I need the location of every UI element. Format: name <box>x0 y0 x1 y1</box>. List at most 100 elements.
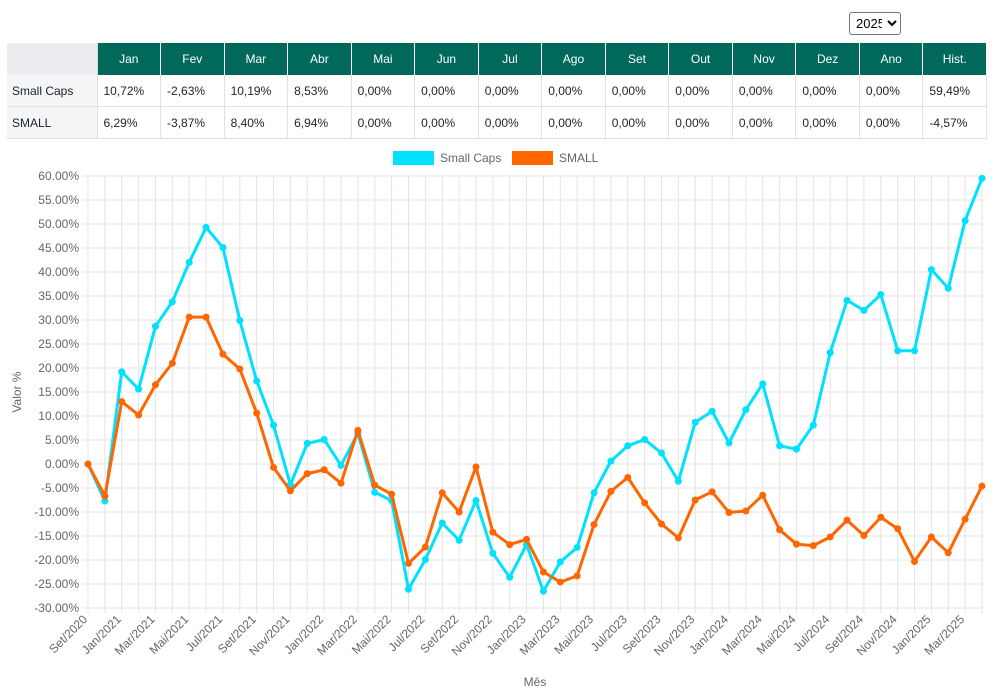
column-header-jan: Jan <box>97 43 162 75</box>
data-point <box>759 380 767 388</box>
data-point <box>84 460 92 468</box>
legend-swatch <box>393 151 434 165</box>
y-tick-label: -5.00% <box>41 481 79 495</box>
column-header-jul: Jul <box>478 43 543 75</box>
data-point <box>151 322 159 330</box>
data-point <box>911 557 919 565</box>
data-point <box>877 291 885 299</box>
data-point <box>270 463 278 471</box>
data-point <box>371 481 379 489</box>
y-tick-label: 35.00% <box>38 289 79 303</box>
table-cell: 8,53% <box>287 75 352 107</box>
data-point <box>253 409 261 417</box>
data-point <box>303 439 311 447</box>
data-point <box>472 496 480 504</box>
data-point <box>894 347 902 355</box>
data-point <box>219 350 227 358</box>
table-cell: 0,00% <box>541 75 606 107</box>
data-point <box>776 526 784 534</box>
data-point <box>607 457 615 465</box>
y-tick-label: 50.00% <box>38 217 79 231</box>
table-cell: 10,72% <box>97 75 162 107</box>
y-tick-label: -15.00% <box>34 529 79 543</box>
y-tick-label: 20.00% <box>38 361 79 375</box>
y-tick-label: -20.00% <box>34 553 79 567</box>
data-point <box>573 544 581 552</box>
data-point <box>219 244 227 252</box>
data-point <box>168 359 176 367</box>
y-tick-label: 55.00% <box>38 193 79 207</box>
data-point <box>286 487 294 495</box>
data-point <box>506 573 514 581</box>
data-point <box>759 491 767 499</box>
data-point <box>809 542 817 550</box>
table-cell: 0,00% <box>795 106 860 139</box>
column-header-hist: Hist. <box>922 43 987 75</box>
data-point <box>539 568 547 576</box>
y-tick-label: 15.00% <box>38 385 79 399</box>
table-cell: 0,00% <box>414 106 479 139</box>
year-select[interactable]: 2025 <box>849 12 901 35</box>
y-tick-label: 0.00% <box>45 457 79 471</box>
table-cell: 6,94% <box>287 106 352 139</box>
data-point <box>168 298 176 306</box>
data-point <box>961 217 969 225</box>
data-point <box>911 347 919 355</box>
column-header-fev: Fev <box>160 43 225 75</box>
column-header-dez: Dez <box>795 43 860 75</box>
column-header-out: Out <box>668 43 733 75</box>
data-point <box>573 572 581 580</box>
data-point <box>421 556 429 564</box>
table-cell: 6,29% <box>97 106 162 139</box>
data-point <box>843 296 851 304</box>
data-point <box>894 525 902 533</box>
table-cell: 0,00% <box>668 75 733 107</box>
line-chart: -30.00% -25.00% -20.00% -15.00% -10.00% -5.00… <box>10 151 986 689</box>
data-point <box>404 559 412 567</box>
data-point <box>506 541 514 549</box>
data-point <box>101 492 109 500</box>
data-point <box>438 489 446 497</box>
table-header-row: Jan Fev Mar Abr Mai Jun Jul Ago Set Out Nov Dez Ano H… <box>7 43 987 75</box>
column-header-ano: Ano <box>859 43 924 75</box>
table-row: SMALL 6,29% -3,87% 8,40% 6,94% 0,00% 0,00% 0,00… <box>7 106 987 139</box>
table-cell: 0,00% <box>859 75 924 107</box>
data-point <box>337 461 345 469</box>
data-point <box>590 520 598 528</box>
y-tick-label: 30.00% <box>38 313 79 327</box>
legend-label: Small Caps <box>440 151 501 165</box>
data-point <box>135 411 143 419</box>
data-point <box>337 479 345 487</box>
table-cell: 0,00% <box>478 106 543 139</box>
column-header-jun: Jun <box>414 43 479 75</box>
data-point <box>708 488 716 496</box>
y-tick-label: 60.00% <box>38 169 79 183</box>
data-point <box>472 463 480 471</box>
data-point <box>641 499 649 507</box>
y-axis-title: Valor % <box>10 371 24 412</box>
data-point <box>860 532 868 540</box>
data-point <box>961 515 969 523</box>
data-point <box>742 507 750 515</box>
column-header-mai: Mai <box>351 43 416 75</box>
y-tick-label: -25.00% <box>34 577 79 591</box>
data-point <box>978 482 986 490</box>
data-point <box>151 381 159 389</box>
data-point <box>826 533 834 541</box>
data-point <box>185 313 193 321</box>
data-point <box>742 406 750 414</box>
table-cell: 0,00% <box>541 106 606 139</box>
data-point <box>877 513 885 521</box>
data-point <box>843 516 851 524</box>
data-point <box>185 258 193 266</box>
table-cell: 0,00% <box>414 75 479 107</box>
data-point <box>691 418 699 426</box>
legend-label: SMALL <box>559 151 599 165</box>
data-point <box>944 549 952 557</box>
data-point <box>320 436 328 444</box>
data-point <box>236 316 244 324</box>
table-cell: 0,00% <box>351 75 416 107</box>
data-point <box>860 306 868 314</box>
data-point <box>674 477 682 485</box>
data-point <box>792 540 800 548</box>
